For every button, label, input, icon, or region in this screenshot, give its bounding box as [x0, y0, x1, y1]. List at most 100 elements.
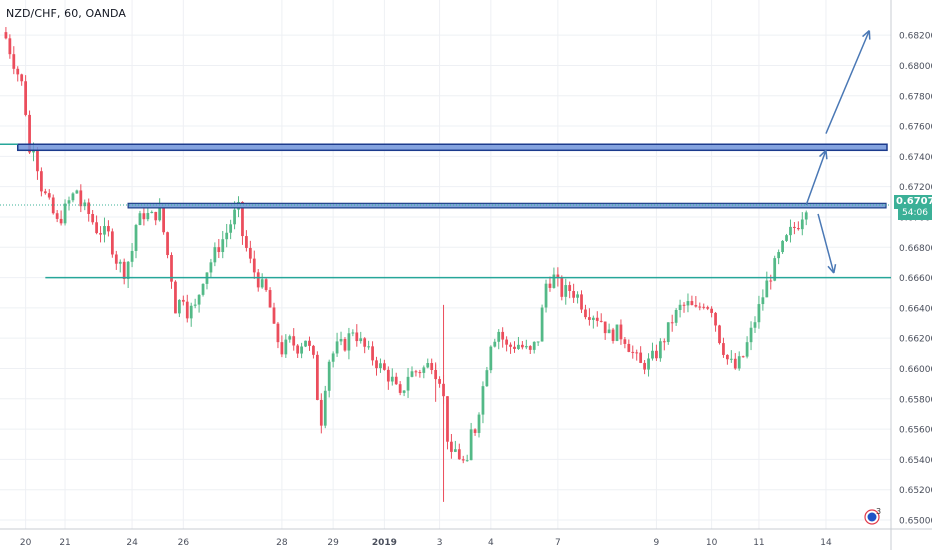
candle-body	[4, 32, 8, 39]
candle-body	[308, 340, 311, 346]
symbol-label: NZD/CHF, 60, OANDA	[6, 7, 127, 20]
candle-body	[556, 274, 560, 279]
candle-body	[552, 274, 556, 288]
candle-body	[339, 339, 343, 342]
candle-body	[209, 262, 213, 273]
candle-body	[158, 205, 162, 221]
candle-body	[536, 341, 540, 343]
x-tick-label: 4	[488, 538, 494, 548]
candle-body	[658, 341, 662, 359]
candle-body	[256, 272, 260, 288]
candle-body	[20, 74, 24, 82]
candle-body	[607, 329, 611, 334]
candle-body	[639, 352, 643, 363]
candle-body	[79, 190, 83, 207]
candle-body	[418, 372, 422, 374]
candle-body	[300, 346, 303, 354]
candle-body	[12, 54, 16, 69]
candle-body	[560, 278, 564, 297]
x-tick-label: 26	[178, 538, 190, 548]
candle-body	[414, 371, 418, 373]
candle-body	[99, 233, 102, 235]
badge-count: 3	[876, 507, 881, 516]
x-tick-label: 2019	[372, 538, 397, 548]
candle-body	[181, 299, 185, 302]
candle-body	[114, 254, 118, 264]
resistance-thin-zone	[127, 202, 887, 209]
candle-body	[576, 294, 579, 298]
candle-body	[773, 258, 777, 281]
candle-body	[371, 346, 374, 361]
candle-body	[284, 339, 288, 355]
candle-body	[312, 345, 315, 355]
candle-body	[564, 285, 568, 297]
candle-body	[221, 239, 225, 253]
candle-body	[178, 299, 181, 314]
candle-body	[611, 329, 615, 341]
candle-body	[323, 390, 327, 426]
candle-body	[146, 213, 150, 220]
candle-body	[450, 441, 453, 452]
projection-arrow	[817, 213, 835, 274]
candle-body	[674, 309, 678, 323]
candle-body	[800, 219, 804, 230]
x-tick-label: 3	[437, 538, 443, 548]
candle-body	[40, 171, 43, 192]
candle-body	[327, 361, 331, 391]
candle-body	[288, 336, 292, 340]
projection-arrow	[825, 30, 871, 134]
x-tick-label: 7	[555, 538, 561, 548]
candle-body	[627, 343, 631, 352]
candle-body	[785, 235, 788, 241]
candle-body	[248, 247, 252, 259]
candle-body	[394, 376, 398, 385]
candle-body	[544, 283, 548, 308]
candle-body	[619, 324, 623, 340]
x-tick-label: 11	[753, 538, 764, 548]
candle-body	[386, 369, 390, 382]
candle-body	[229, 224, 233, 233]
candle-body	[588, 317, 591, 320]
x-tick-label: 24	[126, 538, 138, 548]
notification-badge-icon[interactable]: 3	[864, 507, 882, 525]
candle-body	[603, 321, 607, 334]
candle-body	[304, 340, 307, 347]
candle-body	[580, 294, 583, 310]
candle-body	[438, 379, 441, 384]
candle-body	[166, 232, 169, 256]
candle-body	[355, 332, 359, 342]
candle-body	[245, 236, 248, 248]
candle-body	[315, 354, 319, 400]
candle-body	[43, 191, 47, 194]
candle-body	[335, 341, 339, 354]
candle-body	[532, 341, 536, 350]
candle-body	[375, 360, 378, 369]
candle-body	[213, 247, 217, 263]
candle-body	[710, 308, 713, 313]
candle-body	[662, 341, 666, 343]
candle-body	[469, 429, 473, 461]
candle-body	[47, 193, 51, 198]
candle-body	[24, 81, 28, 115]
candle-body	[501, 331, 505, 340]
arrow-head	[818, 149, 827, 158]
candle-body	[453, 449, 457, 452]
candle-body	[493, 341, 497, 347]
candle-body	[264, 279, 268, 291]
candle-body	[276, 323, 280, 343]
candle-body	[402, 390, 406, 393]
candle-body	[702, 306, 706, 308]
candle-body	[201, 283, 205, 295]
candle-body	[726, 354, 729, 360]
candle-body	[729, 358, 733, 360]
candle-body	[398, 384, 402, 393]
candle-body	[75, 190, 79, 194]
candle-body	[193, 304, 197, 306]
candle-body	[572, 290, 576, 298]
candle-body	[91, 214, 95, 223]
